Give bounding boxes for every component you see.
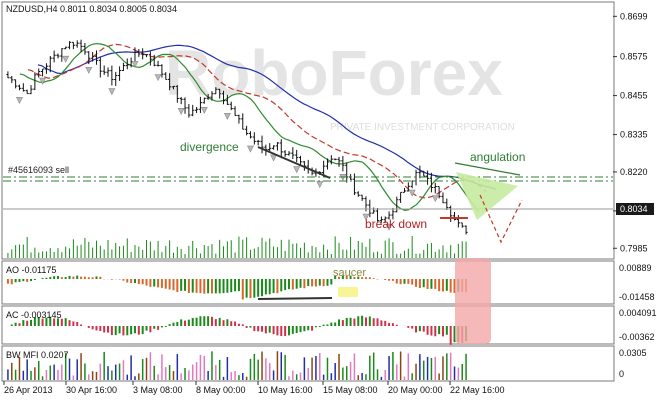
ma-red-line bbox=[27, 43, 487, 199]
time-tick-label: 20 May 00:00 bbox=[388, 385, 443, 395]
candles bbox=[6, 39, 468, 235]
ac-label: AC -0.003145 bbox=[6, 310, 62, 320]
fractal-down-marker bbox=[200, 106, 208, 114]
time-tick-label: 8 May 00:00 bbox=[196, 385, 246, 395]
fractal-down-marker bbox=[246, 145, 254, 153]
ao-histogram bbox=[6, 275, 468, 300]
ao-panel-frame bbox=[1, 260, 615, 305]
fractal-down-marker bbox=[316, 181, 324, 189]
saucer-line bbox=[257, 297, 333, 300]
fractal-down-marker bbox=[385, 223, 393, 231]
price-tick-label: 0.7985 bbox=[620, 243, 648, 253]
fractal-markers bbox=[15, 55, 439, 231]
price-scale: 0.86990.85750.84550.83350.82200.81000.79… bbox=[613, 11, 648, 253]
fractal-down-marker bbox=[108, 88, 116, 96]
time-tick-label: 22 May 16:00 bbox=[450, 385, 505, 395]
angulation-label: angulation bbox=[470, 150, 525, 164]
breakdown-label: break down bbox=[365, 217, 427, 231]
fractal-down-marker bbox=[15, 97, 23, 105]
price-tick-label: 0.8455 bbox=[620, 91, 648, 101]
fractal-down-marker bbox=[154, 74, 162, 82]
ac-tick-top: 0.004091 bbox=[619, 308, 657, 318]
ao-label: AO -0.01175 bbox=[6, 265, 56, 275]
ac-panel-frame bbox=[1, 305, 615, 345]
main-panel-frame bbox=[1, 1, 615, 260]
time-tick-label: 15 May 08:00 bbox=[323, 385, 378, 395]
time-tick-label: 3 May 08:00 bbox=[133, 385, 183, 395]
fractal-down-marker bbox=[408, 189, 416, 197]
current-price-box bbox=[616, 203, 654, 215]
fractal-down-marker bbox=[131, 60, 139, 68]
fractal-down-marker bbox=[431, 195, 439, 203]
divergence-line bbox=[257, 146, 331, 179]
ac-tick-bottom: -0.00362 bbox=[619, 332, 655, 342]
fractal-down-marker bbox=[85, 66, 93, 74]
order-label: #45616093 sell bbox=[8, 165, 69, 175]
mfi-tick-bottom: 0 bbox=[619, 369, 624, 379]
ao-tick-bottom: -0.01458 bbox=[619, 292, 655, 302]
watermark-tagline: PRIVATE INVESTMENT CORPORATION bbox=[330, 122, 515, 133]
time-tick-label: 26 Apr 2013 bbox=[4, 385, 53, 395]
volume-bars bbox=[7, 236, 467, 258]
fractal-down-marker bbox=[62, 55, 70, 63]
time-tick-label: 10 May 16:00 bbox=[258, 385, 313, 395]
fractal-down-marker bbox=[293, 166, 301, 174]
mfi-histogram bbox=[7, 351, 467, 380]
divergence-label: divergence bbox=[180, 140, 239, 154]
ac-histogram bbox=[6, 315, 468, 345]
fractal-down-marker bbox=[223, 112, 231, 120]
saucer-label: saucer bbox=[333, 267, 366, 279]
angulation-cone bbox=[456, 172, 518, 220]
price-tick-label: 0.8220 bbox=[620, 167, 648, 177]
time-scale: 26 Apr 2013 30 Apr 16:00 3 May 08:00 8 May … bbox=[3, 381, 505, 395]
mfi-label: BW MFI 0.0207 bbox=[6, 350, 69, 360]
signal-highlight bbox=[455, 258, 491, 344]
price-tick-label: 0.8575 bbox=[620, 52, 648, 62]
fractal-down-marker bbox=[362, 213, 370, 221]
current-price-value: 0.8034 bbox=[620, 204, 648, 214]
forecast-arrow bbox=[479, 194, 523, 244]
fractal-down-marker bbox=[270, 154, 278, 162]
mfi-panel-frame bbox=[1, 345, 615, 382]
price-tick-label: 0.8699 bbox=[620, 11, 648, 21]
symbol-header: NZDUSD,H4 0.8011 0.8034 0.8005 0.8034 bbox=[6, 4, 177, 14]
fractal-down-marker bbox=[39, 77, 47, 85]
saucer-highlight bbox=[338, 287, 358, 297]
mfi-tick-top: 0.0305 bbox=[619, 348, 647, 358]
watermark-brand: RoboForex bbox=[165, 37, 503, 109]
time-tick-label: 30 Apr 16:00 bbox=[66, 385, 117, 395]
fractal-down-marker bbox=[177, 107, 185, 115]
angulation-line bbox=[454, 162, 521, 176]
ao-tick-top: 0.00889 bbox=[619, 263, 652, 273]
price-tick-label: 0.8335 bbox=[620, 130, 648, 140]
